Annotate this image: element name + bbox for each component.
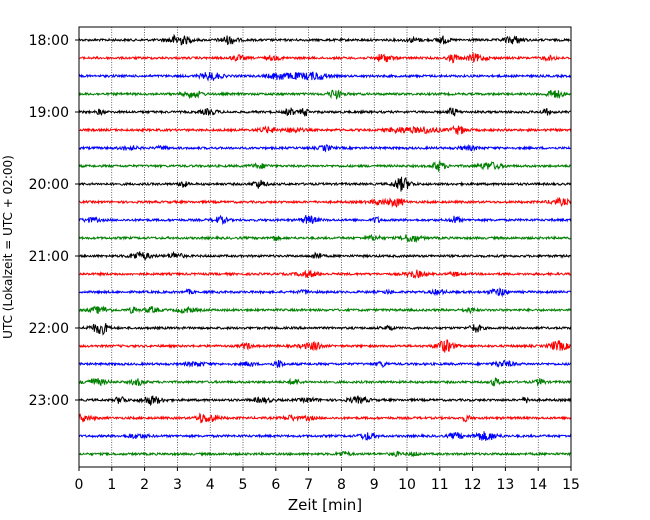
trace-line [78, 305, 572, 315]
trace-line [78, 269, 572, 280]
y-tick-label: 18:00 [29, 33, 69, 49]
y-axis-ticks: 18:00 19:00 20:00 21:00 22:00 23:00 [29, 33, 79, 409]
trace-line [78, 196, 572, 208]
x-tick-label: 4 [206, 477, 215, 493]
trace-line [78, 359, 572, 369]
x-tick-label: 9 [370, 477, 379, 493]
x-tick-label: 6 [271, 477, 280, 493]
seismic-traces [78, 33, 572, 458]
trace-line [78, 214, 572, 226]
y-tick-label: 22:00 [29, 321, 69, 337]
x-tick-label: 1 [107, 477, 116, 493]
trace-line [78, 33, 572, 46]
trace-line [78, 412, 572, 424]
x-tick-label: 11 [431, 477, 449, 493]
trace-line [78, 250, 572, 261]
trace-line [78, 394, 572, 407]
trace-line [78, 339, 572, 353]
x-tick-label: 10 [398, 477, 416, 493]
trace-line [78, 176, 572, 192]
x-axis-ticks: 0 1 2 3 4 5 6 7 8 9 10 11 12 13 14 15 [75, 467, 580, 493]
trace-line [79, 124, 572, 135]
trace-line [78, 89, 572, 100]
x-tick-label: 7 [304, 477, 313, 493]
x-tick-label: 8 [337, 477, 346, 493]
x-tick-label: 0 [75, 477, 84, 493]
trace-line [78, 287, 572, 298]
trace-line [78, 160, 572, 172]
y-tick-label: 20:00 [29, 177, 69, 193]
plot-frame [78, 26, 572, 468]
trace-line [78, 450, 572, 458]
trace-line [78, 106, 572, 117]
trace-line [78, 377, 572, 387]
y-tick-label: 19:00 [29, 105, 69, 121]
y-axis-label: UTC (Lokalzeit = UTC + 02:00) [1, 155, 15, 339]
y-tick-label: 23:00 [29, 393, 69, 409]
trace-line [78, 143, 572, 153]
trace-line [78, 233, 572, 244]
trace-line [78, 431, 572, 441]
y-tick-label: 21:00 [29, 249, 69, 265]
x-tick-label: 5 [239, 477, 248, 493]
trace-line [78, 323, 572, 336]
trace-line [78, 71, 572, 82]
x-tick-label: 15 [562, 477, 580, 493]
trace-line [78, 51, 572, 64]
x-tick-label: 13 [496, 477, 514, 493]
x-tick-label: 2 [140, 477, 149, 493]
x-tick-label: 14 [529, 477, 547, 493]
x-tick-label: 3 [173, 477, 182, 493]
x-tick-label: 12 [464, 477, 482, 493]
x-axis-label: Zeit [min] [288, 496, 362, 514]
grid-lines [111, 27, 539, 467]
